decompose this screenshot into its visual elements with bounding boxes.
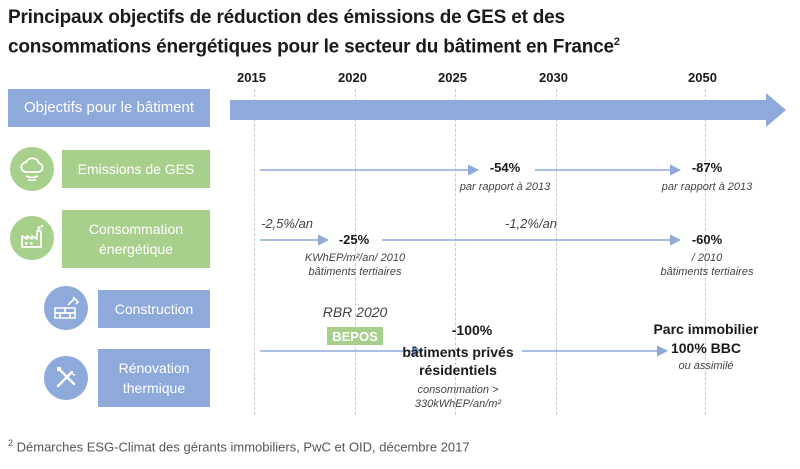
year-2050: 2050 xyxy=(688,70,717,85)
renovation-note-line-2: 330kWhEP/an/m² xyxy=(414,398,502,410)
renovation-final-note: ou assimilé xyxy=(678,360,734,372)
row-label-construction: Construction xyxy=(98,290,210,328)
emissions-note-2025: par rapport à 2013 xyxy=(459,181,551,193)
consommation-target-2050: -60% xyxy=(691,232,723,247)
emissions-note-2050: par rapport à 2013 xyxy=(661,181,753,193)
row-label-objectifs: Objectifs pour le bâtiment xyxy=(8,89,210,127)
guide-line-2025 xyxy=(455,89,456,415)
year-2025: 2025 xyxy=(438,70,467,85)
footnote: 2 Démarches ESG-Climat des gérants immob… xyxy=(8,438,470,454)
year-2015: 2015 xyxy=(237,70,266,85)
construction-rbr-label: RBR 2020 xyxy=(322,304,388,320)
consommation-rate-late: -1,2%/an xyxy=(505,216,558,231)
row-label-renovation-line-1: Rénovation xyxy=(118,360,190,376)
row-label-renovation-line-2: thermique xyxy=(122,380,186,396)
row-label-renovation: Rénovation thermique xyxy=(98,349,210,407)
consommation-rate-early: -2,5%/an xyxy=(261,216,314,231)
consommation-target-2020: -25% xyxy=(338,232,370,247)
renovation-target: -100% xyxy=(451,322,493,338)
title-line-1: Principaux objectifs de réduction des ém… xyxy=(8,7,565,28)
renovation-note-line-1: consommation > xyxy=(417,384,499,396)
year-2020: 2020 xyxy=(338,70,367,85)
main-timeline-arrow xyxy=(230,93,786,127)
renovation-subject-line-1: bâtiments privés xyxy=(402,344,514,360)
consommation-note-2050: / 2010 bâtiments tertiaires xyxy=(645,251,769,279)
row-label-consommation: Consommation énergétique xyxy=(62,210,210,268)
consommation-note-2020: KWhEP/m²/an/ 2010 bâtiments tertiaires xyxy=(290,251,420,279)
renovation-subject-line-2: résidentiels xyxy=(419,362,497,378)
consommation-note-2050-line-1: / 2010 xyxy=(691,252,723,264)
footnote-ref: 2 xyxy=(8,438,14,448)
renovation-final-line-1: Parc immobilier xyxy=(653,321,759,337)
row-label-emissions: Emissions de GES xyxy=(62,150,210,188)
renovation-final: Parc immobilier 100% BBC xyxy=(636,320,776,358)
consommation-note-2020-line-2: bâtiments tertiaires xyxy=(308,266,402,278)
renovation-final-line-2: 100% BBC xyxy=(670,340,742,356)
consommation-note-2050-line-2: bâtiments tertiaires xyxy=(660,266,754,278)
guide-line-2015 xyxy=(254,89,255,415)
construction-bepos-badge: BEPOS xyxy=(327,327,383,345)
factory-icon xyxy=(10,216,54,260)
emissions-target-2050: -87% xyxy=(691,160,723,175)
title-line-2: consommations énergétiques pour le secte… xyxy=(8,36,614,58)
page-title: Principaux objectifs de réduction des ém… xyxy=(8,6,698,59)
tools-icon xyxy=(44,356,88,400)
bricks-trowel-icon xyxy=(44,286,88,330)
renovation-note: consommation > 330kWhEP/an/m² xyxy=(395,383,521,411)
title-footnote-ref: 2 xyxy=(613,36,620,48)
renovation-subject: bâtiments privés résidentiels xyxy=(395,343,521,379)
emissions-target-2025: -54% xyxy=(489,160,521,175)
consommation-note-2020-line-1: KWhEP/m²/an/ 2010 xyxy=(304,252,406,264)
guide-line-2050 xyxy=(705,89,706,415)
row-label-consommation-line-1: Consommation xyxy=(88,221,184,237)
guide-line-2020 xyxy=(355,89,356,415)
row-label-consommation-line-2: énergétique xyxy=(99,241,173,257)
cloud-icon xyxy=(10,147,54,191)
footnote-text: Démarches ESG-Climat des gérants immobil… xyxy=(13,439,470,455)
year-2030: 2030 xyxy=(539,70,568,85)
guide-line-2030 xyxy=(556,89,557,415)
